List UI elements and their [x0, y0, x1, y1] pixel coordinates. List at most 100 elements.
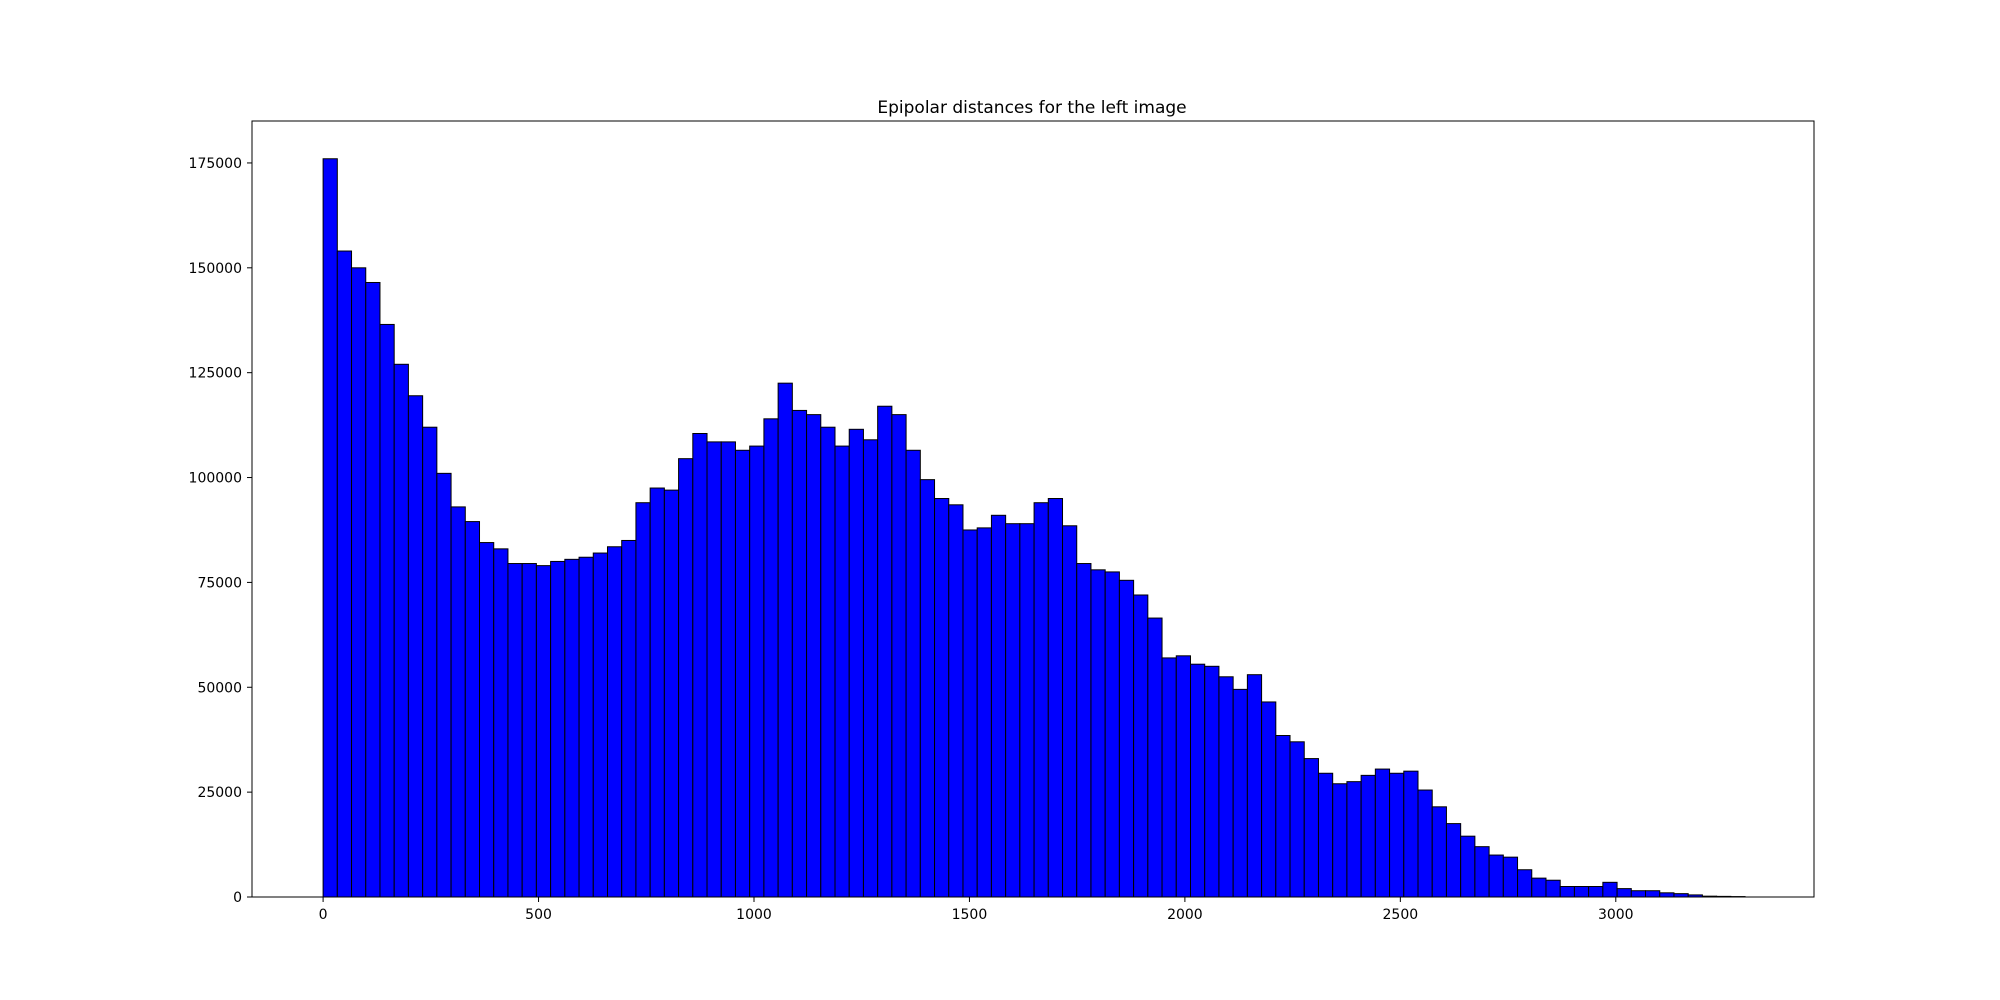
histogram-bar: [1175, 655, 1191, 898]
histogram-bar: [1673, 893, 1689, 898]
x-tick-label: 2500: [1383, 907, 1419, 923]
histogram-bar: [777, 382, 793, 898]
histogram-bar: [862, 439, 879, 898]
histogram-bar: [1204, 665, 1220, 898]
chart-title: Epipolar distances for the left image: [877, 98, 1186, 118]
histogram-bar: [649, 487, 665, 898]
histogram-bar: [422, 426, 438, 898]
x-tick-label: 3000: [1598, 907, 1634, 923]
histogram-bar: [393, 363, 409, 898]
histogram-bar: [1417, 789, 1433, 898]
histogram-bar: [1303, 758, 1319, 898]
histogram-bar: [919, 479, 936, 898]
histogram-bar: [934, 498, 950, 898]
histogram-bar: [734, 449, 751, 898]
histogram-bar: [1531, 877, 1547, 898]
histogram-bar: [1118, 579, 1135, 898]
histogram-bar: [1488, 854, 1504, 898]
histogram-bar: [806, 414, 822, 898]
histogram-bar: [663, 489, 680, 898]
histogram-bar: [1403, 770, 1419, 898]
histogram-bar: [706, 441, 722, 898]
histogram-bar: [1289, 741, 1305, 898]
histogram-bar: [578, 556, 594, 898]
histogram-bar: [1346, 781, 1362, 898]
histogram-bar: [1445, 823, 1462, 898]
histogram-bar: [1232, 688, 1248, 898]
bars-group: [322, 158, 1746, 898]
histogram-bar: [1147, 617, 1163, 898]
histogram-bar: [1573, 886, 1590, 898]
histogram-bar: [678, 458, 694, 898]
histogram-bar: [635, 502, 651, 898]
histogram-bar: [1047, 498, 1064, 898]
histogram-bar: [692, 432, 708, 898]
histogram-bar: [535, 565, 552, 898]
x-tick-label: 1500: [952, 907, 988, 923]
histogram-bar: [1374, 768, 1391, 898]
histogram-bar: [379, 323, 395, 898]
histogram-bar: [606, 546, 623, 898]
histogram-bar: [962, 529, 978, 898]
histogram-bar: [322, 158, 338, 898]
histogram-bar: [763, 418, 779, 898]
histogram-bar: [891, 414, 907, 898]
histogram-bar: [336, 250, 353, 898]
histogram-bar: [1189, 663, 1206, 898]
histogram-bar: [1460, 835, 1476, 898]
y-tick-label: 75000: [197, 575, 242, 591]
histogram-bar: [749, 445, 765, 898]
histogram-bar: [351, 267, 367, 898]
y-tick-label: 25000: [197, 785, 242, 801]
y-tick-label: 0: [233, 890, 242, 906]
histogram-bar: [464, 521, 481, 898]
histogram-bar: [407, 395, 424, 898]
y-tick-label: 175000: [189, 156, 242, 172]
x-tick-label: 1000: [736, 907, 772, 923]
histogram-bar: [450, 506, 466, 898]
histogram-bar: [1502, 856, 1519, 898]
histogram-bar: [1616, 888, 1632, 898]
histogram-bar: [507, 563, 523, 898]
histogram-bar: [436, 472, 452, 898]
histogram-bar: [990, 514, 1007, 898]
histogram-bar: [1559, 886, 1575, 898]
histogram-bar: [564, 558, 580, 898]
histogram-bar: [592, 552, 608, 898]
histogram-bar: [877, 405, 893, 898]
histogram-bar: [820, 426, 836, 898]
histogram-bar: [848, 428, 864, 898]
histogram-bar: [1659, 892, 1675, 898]
histogram-bar: [1019, 523, 1035, 898]
x-tick-label: 0: [319, 907, 328, 923]
histogram-bar: [1090, 569, 1106, 898]
histogram-bar: [1431, 806, 1447, 898]
histogram-bar: [1076, 563, 1092, 898]
y-tick-label: 150000: [189, 261, 242, 277]
histogram-bar: [791, 409, 808, 898]
histogram-bar: [1062, 525, 1078, 898]
histogram-bar: [720, 441, 736, 898]
histogram-bar: [1474, 846, 1490, 898]
histogram-bar: [1545, 879, 1561, 898]
histogram-bar: [905, 449, 921, 898]
histogram-bar: [1517, 869, 1533, 898]
histogram-bar: [521, 563, 537, 898]
histogram-bar: [1275, 735, 1291, 898]
histogram-bar: [1246, 674, 1263, 898]
histogram-bar: [1005, 523, 1021, 898]
x-tick-label: 500: [525, 907, 552, 923]
histogram-bar: [976, 527, 992, 898]
y-ticks-group: 0 25000 50000 75000 100000 125000 150000 175000: [189, 156, 252, 906]
histogram-bar: [1389, 772, 1405, 898]
plot-frame: [251, 120, 1815, 898]
histogram-bar: [621, 539, 637, 898]
y-tick-label: 125000: [189, 366, 242, 382]
histogram-bar: [365, 281, 381, 898]
histogram-bar: [1133, 594, 1149, 898]
histogram-bar: [1360, 774, 1376, 898]
histogram-bar: [1588, 886, 1604, 898]
histogram-bar: [1630, 890, 1647, 898]
x-tick-label: 2000: [1167, 907, 1203, 923]
